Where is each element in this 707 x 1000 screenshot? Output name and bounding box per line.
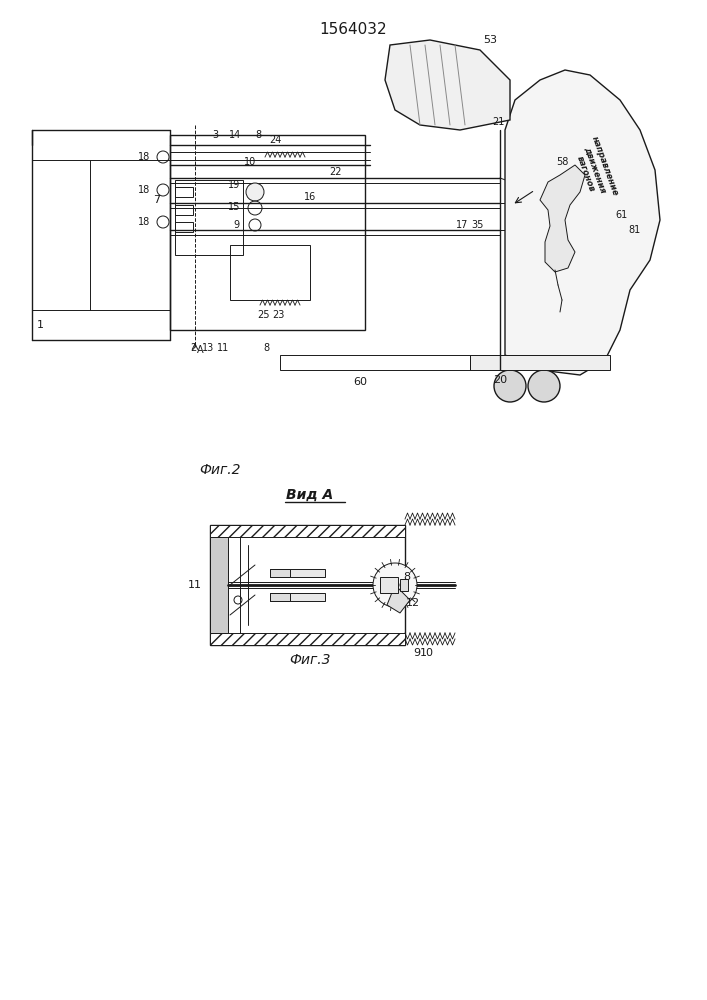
Text: A: A	[197, 345, 204, 355]
Bar	[210, 537, 228, 633]
Polygon shape	[470, 355, 610, 370]
Text: 8: 8	[255, 130, 261, 140]
Bar	[270, 593, 290, 601]
Polygon shape	[540, 165, 585, 272]
Text: 25: 25	[257, 310, 269, 320]
Bar	[175, 205, 193, 215]
Text: 23: 23	[271, 310, 284, 320]
Polygon shape	[505, 70, 660, 375]
Text: 1564032: 1564032	[319, 22, 387, 37]
Bar	[480, 355, 560, 370]
Text: направление
движения
вагонов: направление движения вагонов	[571, 135, 620, 205]
Text: Фиг.2: Фиг.2	[199, 463, 241, 477]
Text: 58: 58	[556, 157, 568, 167]
Text: 11: 11	[217, 343, 229, 353]
Text: 13: 13	[202, 343, 214, 353]
Bar	[175, 180, 243, 255]
Text: 14: 14	[229, 130, 241, 140]
Text: 18: 18	[138, 152, 150, 162]
Text: 16: 16	[304, 192, 316, 202]
Text: 18: 18	[138, 185, 150, 195]
Circle shape	[494, 370, 526, 402]
Text: 3: 3	[212, 130, 218, 140]
Text: 2: 2	[190, 343, 196, 353]
Text: 15: 15	[228, 202, 240, 212]
Text: Вид A: Вид A	[286, 488, 334, 502]
Bar	[210, 525, 405, 537]
Text: 61: 61	[615, 210, 627, 220]
Text: 1: 1	[37, 320, 44, 330]
Text: 10: 10	[244, 157, 256, 167]
Text: 9: 9	[414, 648, 421, 658]
Polygon shape	[387, 585, 410, 613]
Bar	[175, 187, 193, 197]
Text: 20: 20	[493, 375, 507, 385]
Bar	[270, 593, 325, 601]
Text: 10: 10	[420, 648, 434, 658]
Circle shape	[528, 370, 560, 402]
Text: 7: 7	[153, 195, 160, 205]
Bar	[210, 633, 405, 645]
Text: 21: 21	[492, 117, 504, 127]
Text: 18: 18	[138, 217, 150, 227]
Bar	[170, 135, 365, 330]
Circle shape	[246, 183, 264, 201]
Text: 24: 24	[269, 135, 281, 145]
Text: 81: 81	[628, 225, 641, 235]
Text: 60: 60	[353, 377, 367, 387]
Bar	[230, 245, 310, 300]
Bar	[270, 569, 290, 577]
Bar	[400, 579, 408, 591]
Circle shape	[391, 581, 399, 589]
Text: 19: 19	[228, 180, 240, 190]
Text: 9: 9	[234, 220, 240, 230]
Text: 11: 11	[188, 580, 202, 590]
Bar	[270, 569, 325, 577]
Text: 22: 22	[329, 167, 341, 177]
Text: 12: 12	[406, 598, 420, 608]
Text: 35: 35	[471, 220, 483, 230]
Text: 8: 8	[404, 572, 411, 582]
Text: 8: 8	[263, 343, 269, 353]
Bar	[380, 577, 398, 593]
Polygon shape	[385, 40, 510, 130]
Bar	[175, 222, 193, 232]
Bar	[210, 525, 405, 645]
Circle shape	[373, 563, 417, 607]
Text: 17: 17	[456, 220, 468, 230]
Text: Фиг.3: Фиг.3	[289, 653, 331, 667]
Text: 53: 53	[483, 35, 497, 45]
